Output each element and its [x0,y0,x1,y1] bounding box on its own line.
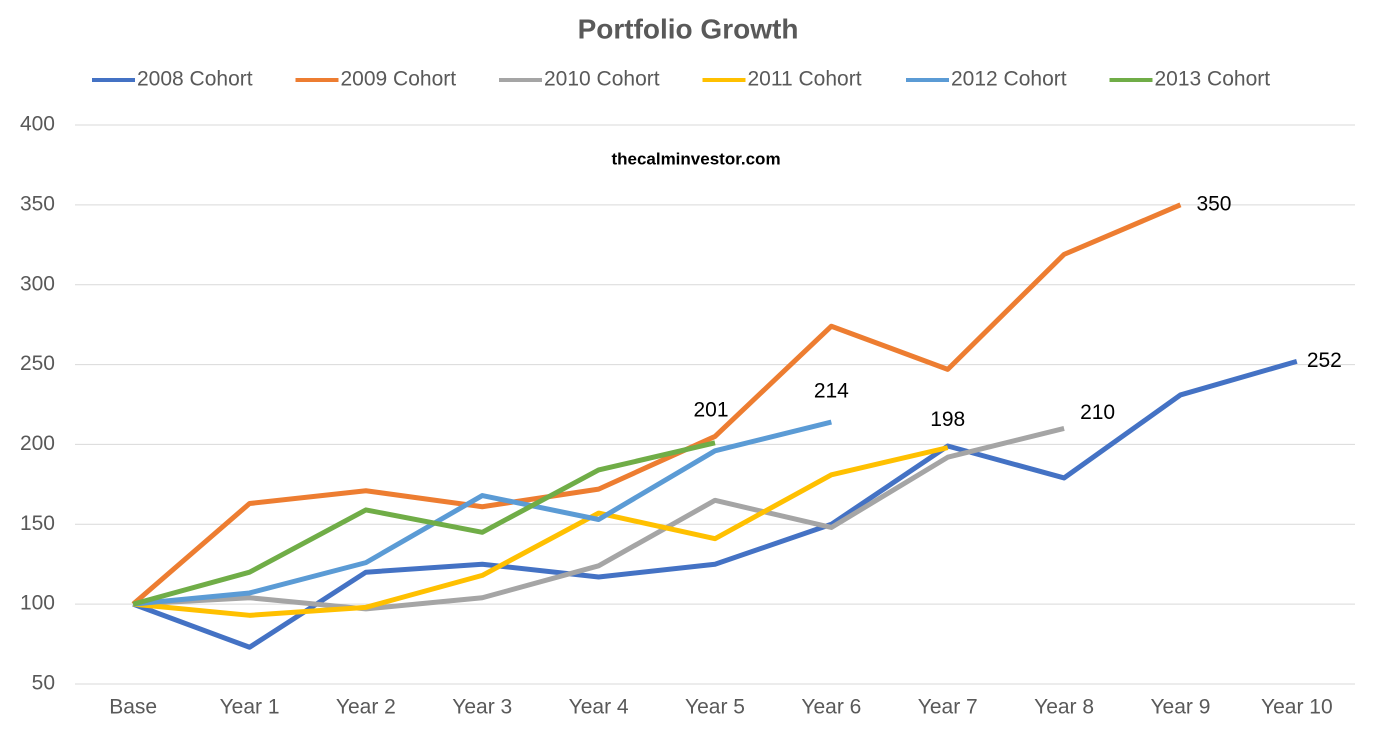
chart-subtitle: thecalminvestor.com [611,149,780,168]
data-label: 252 [1307,349,1342,372]
y-tick-label: 50 [32,672,55,695]
series-line [132,440,716,607]
x-tick-label: Year 4 [569,696,629,719]
y-tick-label: 100 [20,592,55,615]
legend-label: 2011 Cohort [748,68,862,91]
series-line [132,419,832,607]
legend-label: 2012 Cohort [951,68,1067,91]
y-tick-label: 300 [20,272,55,295]
x-tick-label: Base [109,696,157,719]
series-line [132,445,949,618]
chart-title: Portfolio Growth [578,13,799,44]
x-tick-label: Year 5 [685,696,745,719]
x-tick-label: Year 3 [452,696,512,719]
x-tick-label: Year 10 [1261,696,1333,719]
x-tick-label: Year 8 [1034,696,1094,719]
y-tick-label: 400 [20,113,55,136]
y-tick-label: 200 [20,432,55,455]
y-tick-label: 150 [20,512,55,535]
legend-label: 2008 Cohort [137,68,253,91]
data-label: 350 [1196,192,1231,215]
data-label: 210 [1080,401,1115,424]
legend-label: 2013 Cohort [1155,68,1271,91]
series-line [133,426,1065,612]
data-label: 201 [693,398,728,421]
legend-label: 2010 Cohort [544,68,660,91]
x-tick-label: Year 7 [918,696,978,719]
x-tick-label: Year 6 [801,696,861,719]
legend-label: 2009 Cohort [341,68,457,91]
y-tick-label: 350 [20,192,55,215]
data-label: 198 [930,408,965,431]
x-tick-label: Year 9 [1150,696,1210,719]
data-label: 214 [814,380,849,403]
y-tick-label: 250 [20,352,55,375]
x-tick-label: Year 1 [220,696,280,719]
x-tick-label: Year 2 [336,696,396,719]
series-line [132,358,1298,650]
series-line [131,202,1182,607]
